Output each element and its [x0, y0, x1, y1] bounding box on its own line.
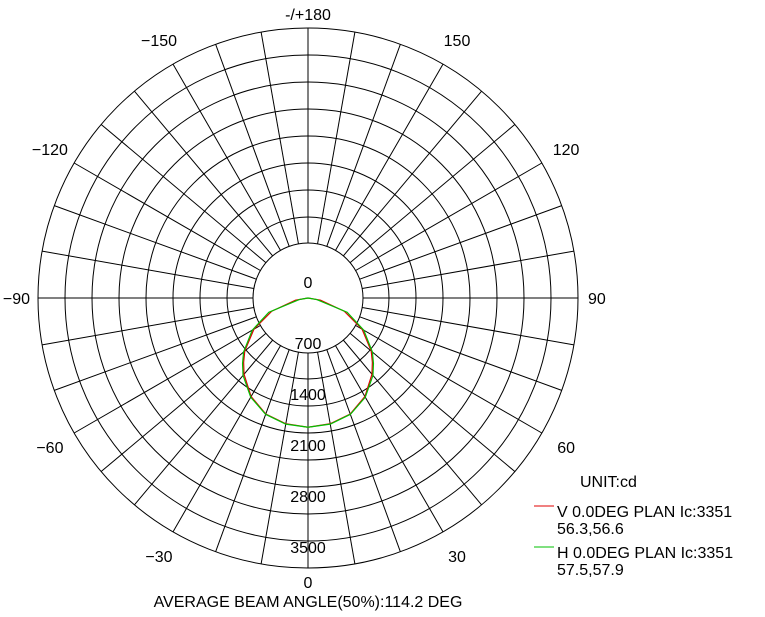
grid-spoke: [54, 205, 257, 280]
grid-spoke: [54, 316, 257, 391]
angle-label: −90: [3, 291, 30, 308]
grid-spoke: [349, 332, 516, 472]
angle-labels: -/+180 150 −150 120 −120 90 −90 60 −60 30 −30 0: [3, 7, 606, 592]
grid-spoke: [172, 63, 281, 251]
grid-spoke: [134, 90, 274, 257]
grid-spoke: [359, 205, 562, 280]
legend: UNIT:cd V 0.0DEG PLAN Ic:3351 56.3,56.6 …: [534, 474, 733, 579]
legend-label-h: H 0.0DEG PLAN Ic:3351: [557, 545, 733, 562]
radial-label: 0: [304, 275, 313, 292]
radial-label: 3500: [290, 540, 326, 557]
grid-spoke: [342, 90, 482, 257]
grid-spoke: [326, 44, 401, 247]
angle-label: −150: [141, 33, 177, 50]
grid-spoke: [362, 250, 574, 289]
unit-label: UNIT:cd: [580, 474, 637, 491]
grid-spoke: [335, 63, 444, 251]
angle-label: -/+180: [285, 7, 331, 24]
grid-spoke: [100, 124, 267, 264]
radial-label: 2800: [290, 489, 326, 506]
grid-spoke: [260, 352, 299, 564]
angle-label: −120: [32, 142, 68, 159]
grid-spoke: [349, 124, 516, 264]
series-line-h: [241, 297, 375, 428]
grid-spoke: [317, 352, 356, 564]
beam-angle-footer: AVERAGE BEAM ANGLE(50%):114.2 DEG: [154, 594, 463, 611]
grid-spoke: [362, 307, 574, 346]
grid-spoke: [359, 316, 562, 391]
radial-label: 2100: [290, 438, 326, 455]
angle-label: −60: [36, 440, 63, 457]
grid-spoke: [355, 325, 543, 434]
radial-label: 1400: [290, 387, 326, 404]
angle-label: 150: [444, 33, 471, 50]
legend-values-v: 56.3,56.6: [557, 521, 624, 538]
grid-spoke: [73, 162, 261, 271]
series-layer: [241, 297, 375, 428]
grid-spoke: [42, 250, 254, 289]
grid-spoke: [335, 345, 444, 533]
angle-label: −30: [145, 549, 172, 566]
grid-spoke: [42, 307, 254, 346]
angle-label: 90: [588, 291, 606, 308]
grid-spoke: [172, 345, 281, 533]
grid-spoke: [100, 332, 267, 472]
angle-label: 0: [304, 575, 313, 592]
legend-label-v: V 0.0DEG PLAN Ic:3351: [557, 504, 732, 521]
grid-spoke: [260, 32, 299, 244]
grid-spoke: [317, 32, 356, 244]
grid-spoke: [215, 349, 290, 552]
grid-spoke: [215, 44, 290, 247]
angle-label: 30: [448, 549, 466, 566]
angle-label: 120: [553, 142, 580, 159]
radial-labels: 0 700 1400 2100 2800 3500: [290, 275, 326, 557]
grid-spoke: [73, 325, 261, 434]
legend-values-h: 57.5,57.9: [557, 562, 624, 579]
grid-spoke: [355, 162, 543, 271]
grid-spoke: [134, 339, 274, 506]
angle-label: 60: [557, 440, 575, 457]
radial-label: 700: [295, 336, 322, 353]
grid-spoke: [326, 349, 401, 552]
grid-spoke: [342, 339, 482, 506]
